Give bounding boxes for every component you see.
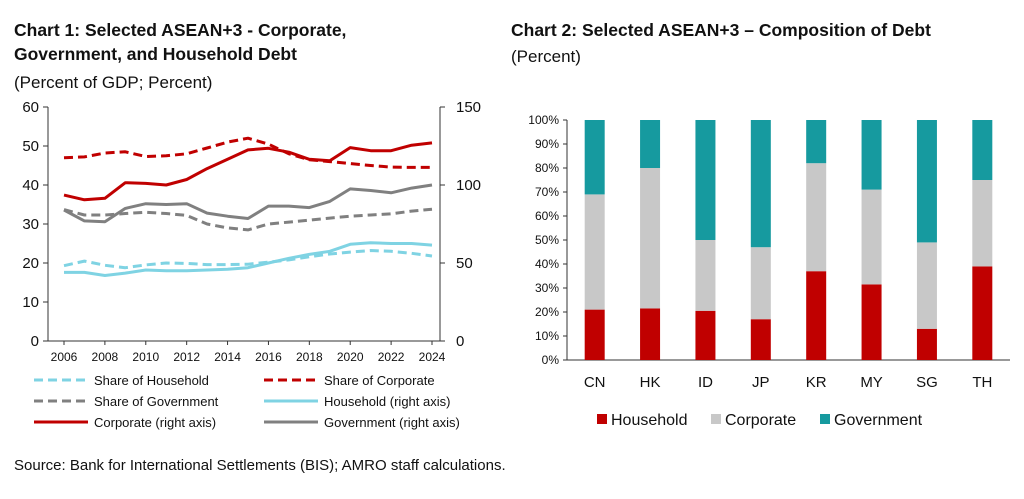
series-line-4 (63, 141, 433, 202)
left-tick-label: 40 (22, 177, 39, 194)
x-tick-label: 2016 (255, 350, 282, 364)
bar-government-cn (584, 120, 605, 195)
series-line-1 (63, 136, 432, 169)
left-tick-label: 10 (22, 294, 39, 311)
category-label: HK (640, 374, 661, 391)
category-label: MY (860, 374, 883, 391)
x-tick-label: 2008 (92, 350, 119, 364)
x-tick-label: 2014 (214, 350, 241, 364)
right-tick-label: 150 (456, 99, 481, 116)
source-note: Source: Bank for International Settlemen… (14, 457, 506, 474)
y-tick-label: 70% (535, 185, 559, 199)
left-tick-label: 0 (31, 333, 39, 350)
y-tick-label: 90% (535, 137, 559, 151)
series-line-5 (63, 183, 433, 224)
x-tick-label: 2024 (419, 350, 446, 364)
x-tick-label: 2020 (337, 350, 364, 364)
bar-corporate-cn (584, 194, 605, 310)
legend-swatch-government (820, 414, 830, 424)
bar-government-th (972, 120, 993, 180)
y-tick-label: 50% (535, 233, 559, 247)
chart2-title: Chart 2: Selected ASEAN+3 – Composition … (511, 20, 931, 40)
x-tick-label: 2018 (296, 350, 323, 364)
chart1-title: Chart 1: Selected ASEAN+3 - Corporate, G… (14, 20, 347, 64)
category-label: TH (972, 374, 992, 391)
bar-household-my (861, 284, 882, 360)
y-tick-label: 30% (535, 281, 559, 295)
category-label: SG (916, 374, 938, 391)
left-tick-label: 30 (22, 216, 39, 233)
bar-household-th (972, 266, 993, 360)
bar-household-jp (750, 319, 771, 360)
bar-government-hk (640, 120, 661, 168)
bar-government-jp (750, 120, 771, 248)
y-tick-label: 60% (535, 209, 559, 223)
x-tick-label: 2012 (173, 350, 200, 364)
legend-label-4: Corporate (right axis) (94, 415, 216, 430)
legend-swatch-corporate (711, 414, 721, 424)
right-tick-label: 100 (456, 177, 481, 194)
x-tick-label: 2022 (378, 350, 405, 364)
bar-household-id (695, 310, 716, 360)
left-tick-label: 50 (22, 138, 39, 155)
legend-label-household: Household (611, 412, 688, 429)
series-line-0 (63, 249, 433, 270)
legend-swatch-household (597, 414, 607, 424)
category-label: KR (806, 374, 827, 391)
bar-household-sg (916, 328, 937, 360)
bar-corporate-kr (806, 163, 827, 272)
chart2-subtitle: (Percent) (511, 47, 581, 66)
bar-corporate-id (695, 240, 716, 311)
legend-label-corporate: Corporate (725, 412, 796, 429)
bar-government-my (861, 120, 882, 190)
series-line-2 (63, 207, 433, 232)
legend-label-5: Government (right axis) (324, 415, 460, 430)
y-tick-label: 10% (535, 329, 559, 343)
bar-corporate-sg (916, 242, 937, 329)
bar-government-id (695, 120, 716, 240)
x-tick-label: 2010 (132, 350, 159, 364)
bar-household-hk (640, 308, 661, 360)
bar-government-kr (806, 120, 827, 164)
category-label: ID (698, 374, 713, 391)
bar-corporate-jp (750, 247, 771, 320)
legend-label-1: Share of Corporate (324, 373, 435, 388)
right-tick-label: 50 (456, 255, 473, 272)
legend-label-0: Share of Household (94, 373, 209, 388)
chart2-stacked-bar-chart: 0% 10% 20% 30% 40% 50% 60% 70% 80% 90% 100% CN HK ID J… (528, 113, 1010, 429)
y-tick-label: 0% (542, 353, 560, 367)
y-tick-label: 100% (528, 113, 559, 127)
category-label: CN (584, 374, 606, 391)
left-tick-label: 60 (22, 99, 39, 116)
y-tick-label: 20% (535, 305, 559, 319)
chart1-subtitle: (Percent of GDP; Percent) (14, 73, 213, 92)
bar-corporate-my (861, 189, 882, 285)
y-tick-label: 40% (535, 257, 559, 271)
category-label: JP (752, 374, 770, 391)
x-tick-label: 2006 (51, 350, 78, 364)
right-tick-label: 0 (456, 333, 464, 350)
bar-household-cn (584, 309, 605, 360)
series-line-3 (64, 241, 433, 277)
bar-corporate-hk (640, 168, 661, 309)
left-tick-label: 20 (22, 255, 39, 272)
bar-corporate-th (972, 180, 993, 267)
legend-label-2: Share of Government (94, 394, 219, 409)
y-tick-label: 80% (535, 161, 559, 175)
bar-household-kr (806, 271, 827, 360)
chart1-line-chart: 0 10 20 30 40 50 60 0 50 100 150 2006 2008 2010 2012 20… (22, 99, 481, 430)
bar-government-sg (916, 120, 937, 243)
legend-label-government: Government (834, 412, 923, 429)
legend-label-3: Household (right axis) (324, 394, 450, 409)
